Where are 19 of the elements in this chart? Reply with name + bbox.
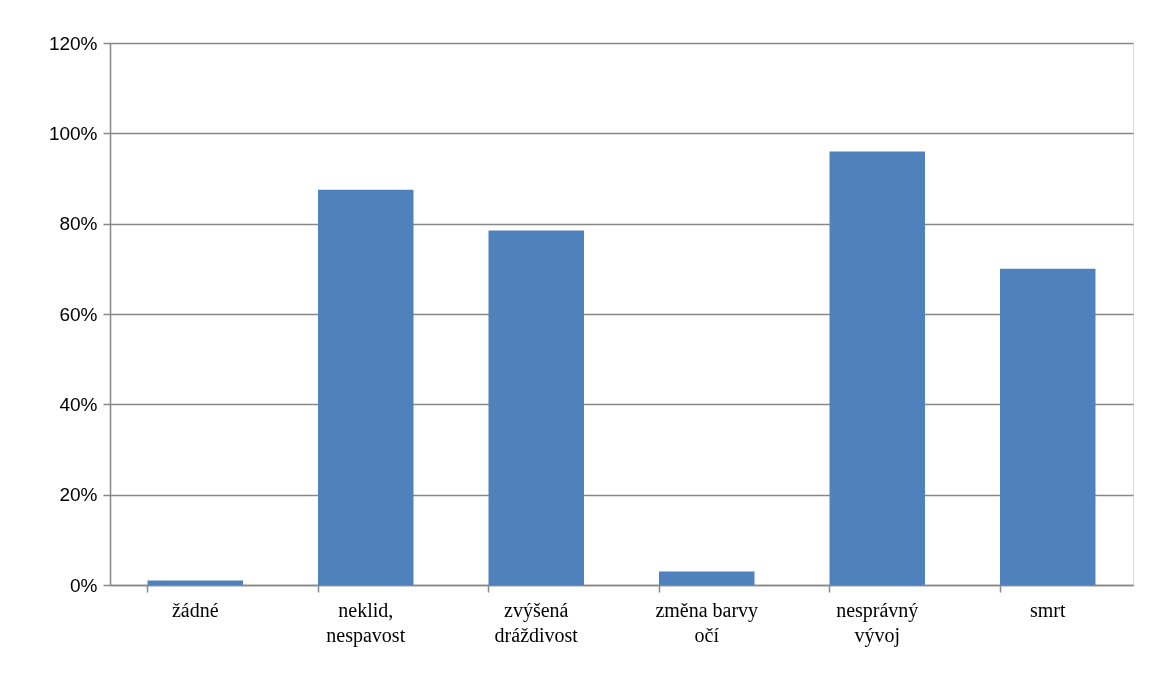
x-tick-label: nesprávný vývoj	[836, 598, 919, 647]
x-tick-label: zvýšená dráždivost	[494, 598, 579, 646]
y-tick-label: 80%	[59, 213, 98, 235]
bar	[829, 151, 925, 585]
bar	[659, 571, 755, 585]
bar	[488, 230, 584, 585]
x-tick-label: změna barvy očí	[655, 598, 759, 646]
y-tick-label: 40%	[59, 393, 98, 415]
y-tick-label: 60%	[59, 303, 98, 325]
x-tick-label: žádné	[171, 598, 219, 621]
y-tick-label: 0%	[70, 574, 98, 596]
x-tick-label: neklid, nespavost	[326, 598, 406, 647]
y-tick-label: 20%	[59, 484, 98, 506]
bar	[1000, 268, 1096, 585]
bar	[147, 580, 243, 585]
bar	[318, 189, 414, 585]
x-tick-label: smrt	[1029, 598, 1066, 621]
y-tick-label: 100%	[48, 122, 98, 144]
y-tick-label: 120%	[48, 32, 98, 54]
